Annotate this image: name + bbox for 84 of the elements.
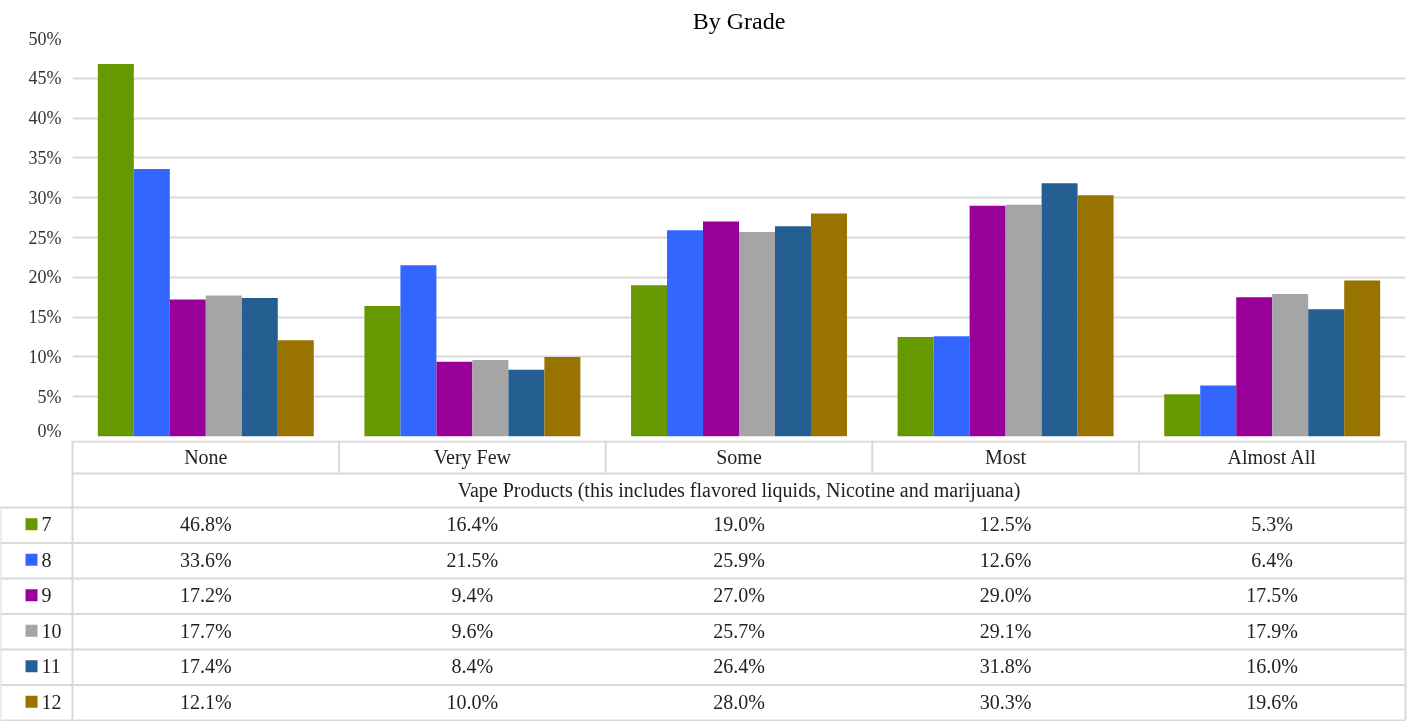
- y-tick-label: 35%: [28, 147, 62, 168]
- legend-label: 11: [41, 655, 61, 678]
- data-label: 19.6%: [1246, 690, 1299, 713]
- data-label: 16.0%: [1246, 655, 1299, 678]
- y-tick-label: 0%: [37, 420, 62, 441]
- data-label: 28.0%: [713, 690, 765, 713]
- data-label: 27.0%: [713, 584, 765, 607]
- data-label: 10.0%: [446, 690, 499, 713]
- data-label: 17.7%: [179, 619, 232, 642]
- legend-label: 12: [41, 690, 62, 713]
- x-tick-label: Some: [716, 445, 762, 468]
- bar: [472, 360, 509, 437]
- data-label: 31.8%: [979, 655, 1032, 678]
- bar: [739, 231, 775, 437]
- bar: [1077, 195, 1114, 437]
- data-label: 30.3%: [979, 690, 1032, 713]
- data-label: 33.6%: [179, 548, 232, 571]
- data-label: 25.9%: [713, 548, 765, 571]
- bar: [205, 295, 242, 437]
- y-tick-label: 20%: [28, 267, 62, 288]
- legend-label: 9: [41, 584, 52, 607]
- data-label: 17.4%: [179, 655, 232, 678]
- data-label: 8.4%: [451, 655, 494, 678]
- data-label: 19.0%: [713, 513, 765, 536]
- bar: [1236, 297, 1273, 437]
- data-label: 46.8%: [179, 513, 232, 536]
- bar: [703, 221, 739, 437]
- data-label: 29.1%: [979, 619, 1032, 642]
- y-tick-label: 25%: [28, 227, 62, 248]
- bar: [810, 213, 847, 437]
- bar: [933, 336, 970, 437]
- legend-label: 10: [41, 619, 62, 642]
- y-tick-label: 40%: [28, 108, 62, 129]
- y-tick-label: 45%: [28, 68, 62, 89]
- bar: [631, 285, 668, 437]
- legend-label: 7: [41, 513, 52, 536]
- data-label: 9.6%: [451, 619, 494, 642]
- data-label: 12.1%: [179, 690, 232, 713]
- bar: [544, 356, 581, 437]
- data-label: 17.5%: [1246, 584, 1299, 607]
- data-label: 17.9%: [1246, 619, 1299, 642]
- bar: [436, 361, 473, 437]
- bar: [1164, 394, 1201, 437]
- bar: [133, 169, 170, 437]
- bar: [1005, 204, 1042, 437]
- x-tick-label: Most: [985, 445, 1027, 468]
- bar: [1344, 280, 1381, 437]
- y-tick-label: 50%: [28, 28, 62, 49]
- x-tick-label: Very Few: [433, 445, 512, 469]
- bar: [400, 265, 437, 437]
- data-label: 16.4%: [446, 513, 499, 536]
- x-tick-label: Almost All: [1227, 445, 1317, 468]
- bar: [969, 205, 1006, 437]
- bar: [897, 337, 934, 437]
- bar: [97, 63, 134, 437]
- data-label: 9.4%: [451, 584, 494, 607]
- x-tick-label: None: [184, 445, 228, 468]
- data-label: 21.5%: [446, 548, 499, 571]
- data-label: 12.5%: [979, 513, 1032, 536]
- y-tick-label: 30%: [28, 187, 62, 208]
- data-label: 17.2%: [179, 584, 232, 607]
- chart-title: By Grade: [692, 7, 786, 34]
- data-label: 25.7%: [713, 619, 765, 642]
- y-tick-label: 5%: [37, 386, 62, 407]
- y-tick-label: 10%: [28, 346, 62, 367]
- bar: [508, 369, 545, 437]
- y-tick-label: 15%: [28, 307, 62, 328]
- legend-label: 8: [41, 548, 52, 571]
- data-label: 6.4%: [1251, 548, 1294, 571]
- bar: [169, 299, 206, 437]
- bar: [667, 230, 704, 437]
- x-axis-title: Vape Products (this includes flavored liquids, Nicotine and marijuana): [457, 478, 1021, 502]
- data-label: 12.6%: [979, 548, 1032, 571]
- bar: [277, 340, 314, 437]
- bar: [1308, 309, 1345, 437]
- data-label: 5.3%: [1251, 513, 1294, 536]
- bar: [364, 305, 401, 437]
- bar: [774, 226, 811, 437]
- bar: [1200, 385, 1237, 437]
- data-label: 26.4%: [713, 655, 765, 678]
- bar: [1272, 294, 1309, 437]
- bar: [241, 298, 278, 437]
- bar: [1041, 183, 1078, 437]
- data-label: 29.0%: [979, 584, 1032, 607]
